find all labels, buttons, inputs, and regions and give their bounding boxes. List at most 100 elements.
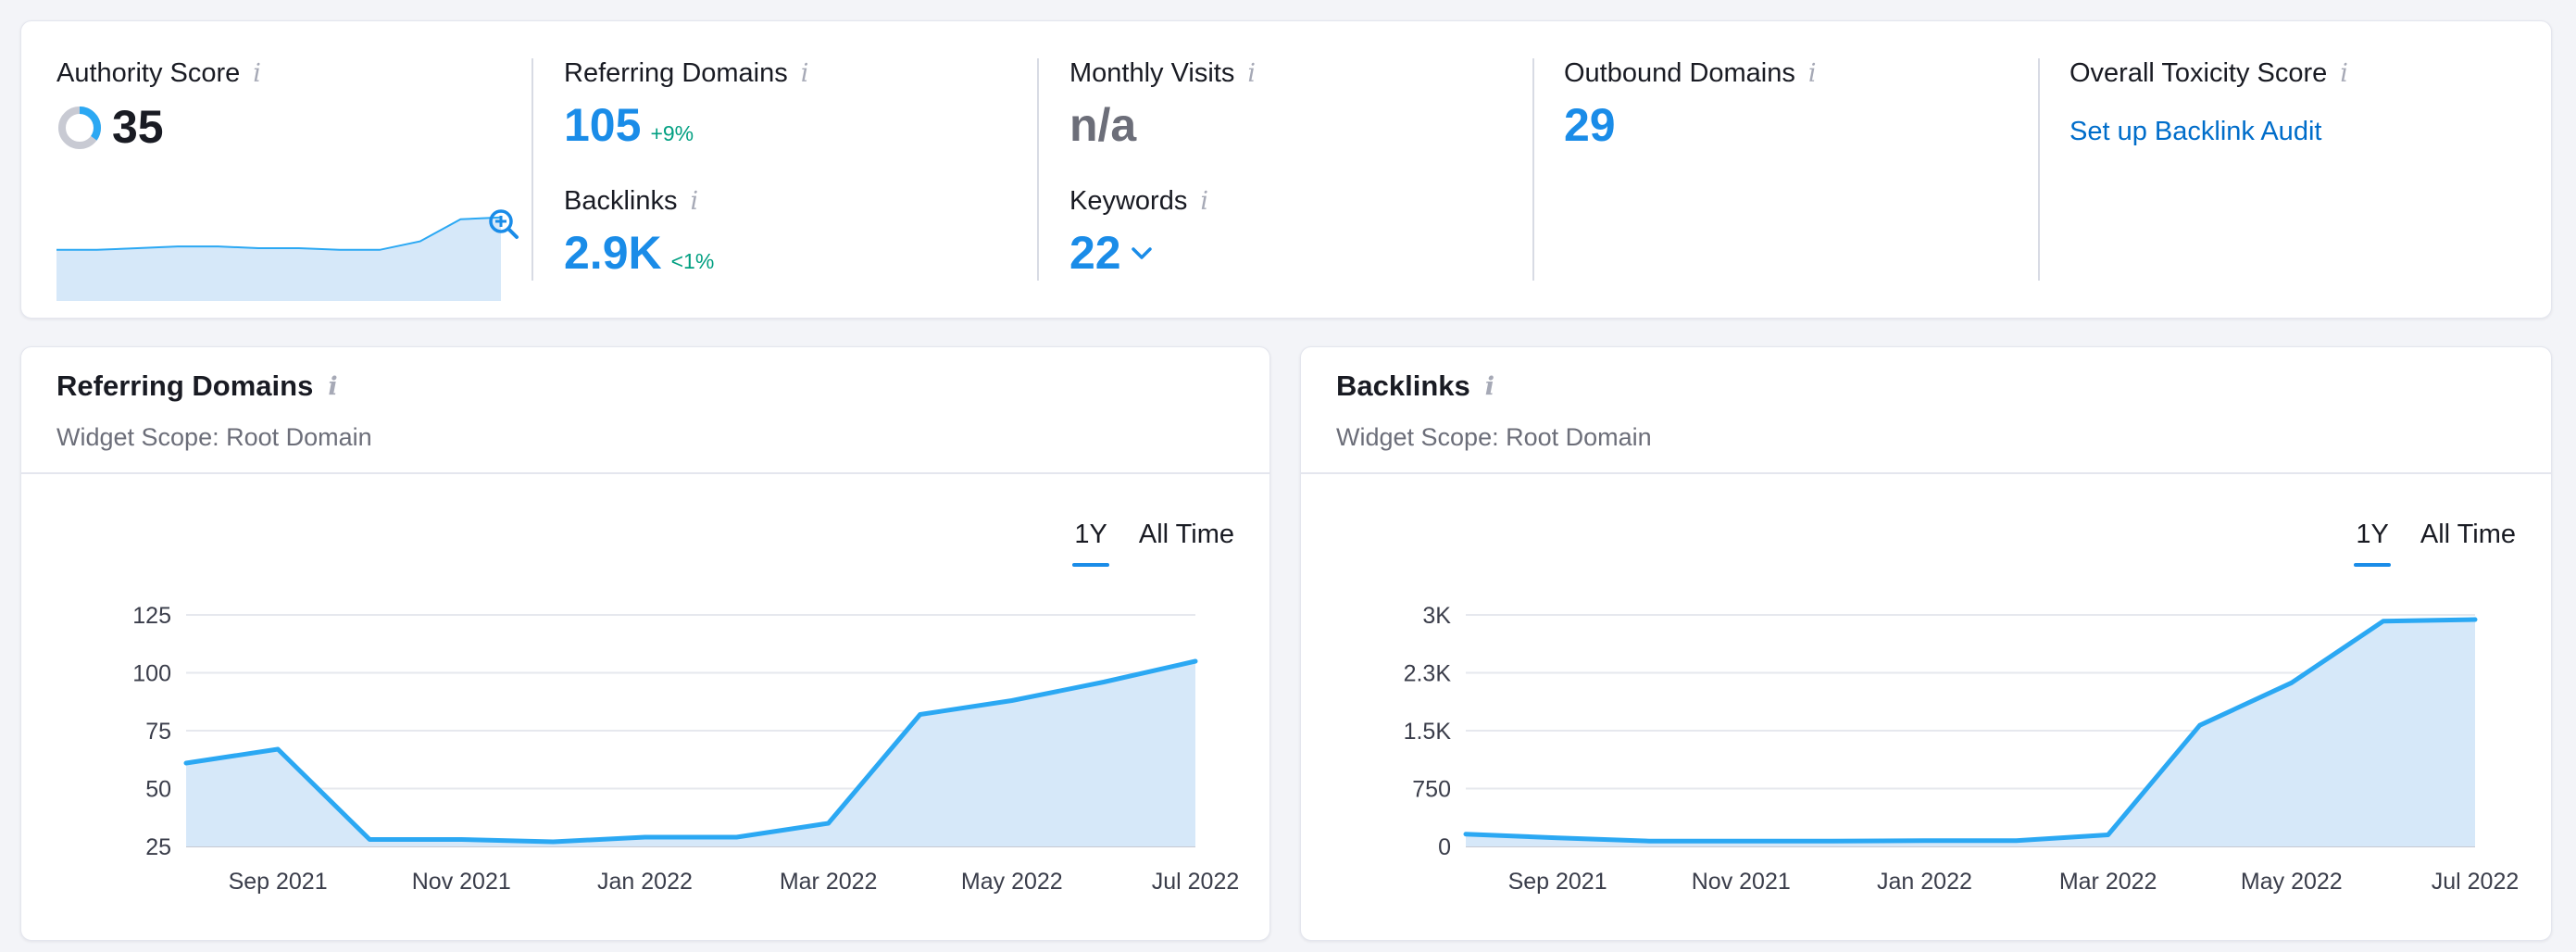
tab-all-time[interactable]: All Time: [2420, 520, 2516, 549]
info-icon[interactable]: i: [1200, 187, 1208, 216]
keywords-value[interactable]: 22: [1069, 227, 1121, 279]
x-tick-label: Jan 2022: [1877, 869, 1972, 895]
tab-all-time[interactable]: All Time: [1138, 520, 1234, 549]
backlinks-label: Backlinks: [564, 186, 678, 216]
x-tick-label: May 2022: [2241, 869, 2343, 895]
info-icon[interactable]: i: [690, 187, 699, 216]
backlinks-delta: <1%: [670, 249, 715, 273]
backlinks-block: Backlinks i 2.9K <1%: [564, 186, 714, 279]
data-point[interactable]: [1919, 835, 1930, 846]
info-icon[interactable]: i: [2340, 59, 2348, 88]
widget-title: Backlinks: [1336, 370, 1470, 402]
keywords-dropdown[interactable]: 22: [1069, 228, 1208, 279]
data-point[interactable]: [1098, 677, 1109, 688]
summary-card: Authority Score i 35 Referring Domains i…: [20, 20, 2552, 319]
referring-domains-chart: 25 50 75 100 125 Sep 2021 Nov 2021 Jan 2022 Mar …: [132, 603, 1240, 895]
widget-title: Referring Domains: [56, 370, 314, 402]
data-point[interactable]: [2195, 720, 2206, 731]
referring-domains-block: Referring Domains i 105 +9%: [564, 58, 808, 151]
data-point[interactable]: [732, 832, 743, 843]
y-tick-label: 100: [132, 661, 171, 687]
series-area: [186, 661, 1195, 846]
data-point[interactable]: [181, 758, 192, 769]
info-icon[interactable]: i: [328, 371, 338, 401]
x-tick-label: Jul 2022: [1152, 869, 1240, 895]
data-point[interactable]: [1827, 835, 1838, 846]
authority-score-label-row: Authority Score i: [56, 58, 501, 89]
divider: [21, 472, 1269, 474]
data-point[interactable]: [2286, 677, 2297, 688]
donut-score-icon: [58, 106, 101, 149]
data-point[interactable]: [2470, 614, 2481, 625]
backlinks-value[interactable]: 2.9K: [564, 227, 662, 279]
series-line: [183, 658, 1198, 845]
y-tick-label: 50: [145, 777, 171, 803]
divider: [1037, 58, 1039, 281]
info-icon[interactable]: i: [1247, 59, 1257, 88]
authority-score-value[interactable]: 35: [112, 101, 164, 153]
y-tick-label: 0: [1438, 834, 1451, 860]
range-tabs: 1Y All Time: [1072, 520, 1234, 567]
referring-domains-widget: Referring Domains i Widget Scope: Root D…: [20, 346, 1270, 941]
data-point[interactable]: [2011, 835, 2022, 846]
data-point[interactable]: [823, 818, 834, 829]
x-tick-label: Mar 2022: [2059, 869, 2157, 895]
info-icon[interactable]: i: [800, 59, 809, 88]
data-point[interactable]: [1190, 656, 1201, 667]
x-tick-label: May 2022: [961, 869, 1063, 895]
backlinks-widget: Backlinks i Widget Scope: Root Domain 1Y…: [1300, 346, 2552, 941]
divider: [531, 58, 533, 281]
x-tick-label: Sep 2021: [1508, 869, 1607, 895]
monthly-visits-block: Monthly Visits i n/a: [1069, 58, 1256, 151]
outbound-domains-value[interactable]: 29: [1564, 99, 1616, 151]
info-icon[interactable]: i: [1807, 59, 1817, 88]
data-point[interactable]: [915, 709, 926, 720]
y-tick-label: 125: [132, 603, 171, 629]
y-tick-label: 75: [145, 719, 171, 745]
data-point[interactable]: [272, 744, 283, 755]
data-point[interactable]: [547, 836, 558, 847]
widget-header: Backlinks i Widget Scope: Root Domain: [1336, 370, 1652, 452]
authority-score-label: Authority Score: [56, 58, 241, 88]
data-point[interactable]: [2378, 616, 2389, 627]
data-point[interactable]: [1460, 829, 1471, 840]
divider: [1301, 472, 2551, 474]
x-tick-label: Jul 2022: [2432, 869, 2520, 895]
series-line: [1463, 617, 2478, 844]
y-tick-label: 3K: [1422, 603, 1451, 629]
sparkline-line: [56, 216, 501, 251]
sparkline-area: [56, 217, 501, 301]
info-icon[interactable]: i: [253, 59, 261, 88]
widget-scope: Widget Scope: Root Domain: [1336, 423, 1652, 451]
data-point[interactable]: [364, 834, 375, 846]
data-point[interactable]: [1007, 695, 1018, 707]
keywords-label: Keywords: [1069, 186, 1188, 216]
data-point[interactable]: [1735, 835, 1746, 846]
outbound-domains-block: Outbound Domains i 29: [1564, 58, 1817, 151]
monthly-visits-label: Monthly Visits: [1069, 58, 1235, 88]
data-point[interactable]: [456, 834, 467, 846]
divider: [2038, 58, 2040, 281]
data-point[interactable]: [1644, 835, 1655, 846]
data-point[interactable]: [639, 832, 650, 843]
range-tabs: 1Y All Time: [2354, 520, 2516, 567]
referring-domains-delta: +9%: [650, 121, 694, 145]
chevron-down-icon[interactable]: [1131, 246, 1153, 261]
referring-domains-label: Referring Domains: [564, 58, 788, 88]
y-tick-label: 2.3K: [1404, 661, 1452, 687]
tab-1y[interactable]: 1Y: [2354, 520, 2392, 567]
tab-1y[interactable]: 1Y: [1072, 520, 1110, 567]
keywords-block: Keywords i 22: [1069, 186, 1208, 279]
info-icon[interactable]: i: [1484, 371, 1495, 401]
x-tick-label: Nov 2021: [412, 869, 511, 895]
zoom-in-icon[interactable]: [488, 208, 519, 240]
data-point[interactable]: [2103, 830, 2114, 841]
referring-domains-value[interactable]: 105: [564, 99, 642, 151]
x-tick-label: Jan 2022: [597, 869, 693, 895]
series-area: [1466, 620, 2475, 846]
y-tick-label: 750: [1412, 777, 1451, 803]
setup-backlink-audit-link[interactable]: Set up Backlink Audit: [2070, 117, 2322, 146]
data-point[interactable]: [1552, 833, 1563, 844]
x-tick-label: Mar 2022: [780, 869, 878, 895]
divider: [1532, 58, 1534, 281]
